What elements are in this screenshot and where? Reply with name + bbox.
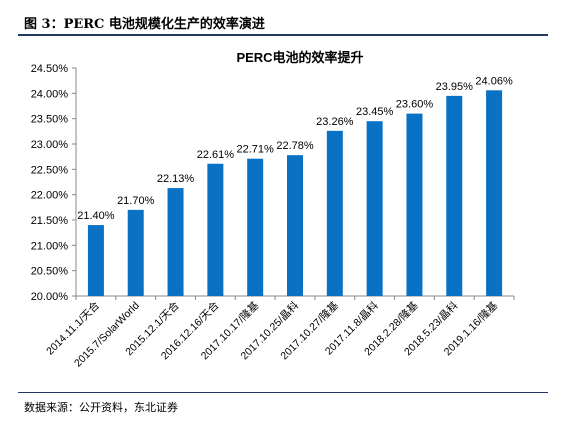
data-source: 数据来源：公开资料，东北证券 <box>24 401 178 414</box>
y-tick-label: 24.50% <box>31 63 69 75</box>
chart-container: PERC电池的效率提升 20.00% 20.50% 21.00% 21.50% 22.0… <box>0 40 564 400</box>
bar-value-label: 24.06% <box>475 75 513 87</box>
bar-value-label: 23.45% <box>356 106 394 118</box>
data-labels-group: 21.40%21.70%22.13%22.61% 22.71% 22.78%23.2… <box>77 75 513 222</box>
y-tick-label: 21.50% <box>31 215 69 227</box>
y-tick-label: 20.00% <box>31 291 69 303</box>
bars-group <box>87 90 503 296</box>
figure-header: 图 3：PERC 电池规模化生产的效率演进 <box>18 6 548 36</box>
bar-value-label: 22.13% <box>157 173 195 185</box>
bar <box>486 90 503 296</box>
bar <box>406 113 423 296</box>
bar-value-label: 21.40% <box>77 210 115 222</box>
chart-title: PERC电池的效率提升 <box>236 50 363 65</box>
bar <box>247 158 264 296</box>
bar <box>366 121 383 296</box>
y-tick-label: 23.00% <box>31 139 69 151</box>
bar <box>167 188 184 296</box>
figure-title: 图 3：PERC 电池规模化生产的效率演进 <box>24 17 265 32</box>
bar-value-label: 22.71% <box>237 144 275 156</box>
y-tick-label: 22.00% <box>31 190 69 202</box>
bar <box>127 209 144 296</box>
bar-value-label: 22.78% <box>276 140 314 152</box>
y-tick-label: 24.00% <box>31 88 69 100</box>
y-axis: 20.00% 20.50% 21.00% 21.50% 22.00% 22.50% 23.0… <box>31 63 77 303</box>
y-tick-label: 20.50% <box>31 266 69 278</box>
x-axis: 2014.11.1/天合2015.7/SolarWorld2015.12.1/天… <box>43 295 515 369</box>
figure-footer: 数据来源：公开资料，东北证券 <box>18 392 548 418</box>
bar <box>446 95 463 296</box>
bar <box>326 130 343 296</box>
bar-value-label: 23.60% <box>396 99 434 111</box>
bar-value-label: 23.95% <box>436 81 474 93</box>
y-tick-label: 22.50% <box>31 164 69 176</box>
y-tick-label: 21.00% <box>31 240 69 252</box>
bar <box>207 163 224 296</box>
bar-chart: PERC电池的效率提升 20.00% 20.50% 21.00% 21.50% 22.0… <box>31 50 515 369</box>
y-tick-label: 23.50% <box>31 114 69 126</box>
bar-value-label: 23.26% <box>316 116 354 128</box>
bar-value-label: 21.70% <box>117 195 155 207</box>
bar-value-label: 22.61% <box>197 149 235 161</box>
bar <box>287 155 303 296</box>
bar <box>87 225 104 296</box>
